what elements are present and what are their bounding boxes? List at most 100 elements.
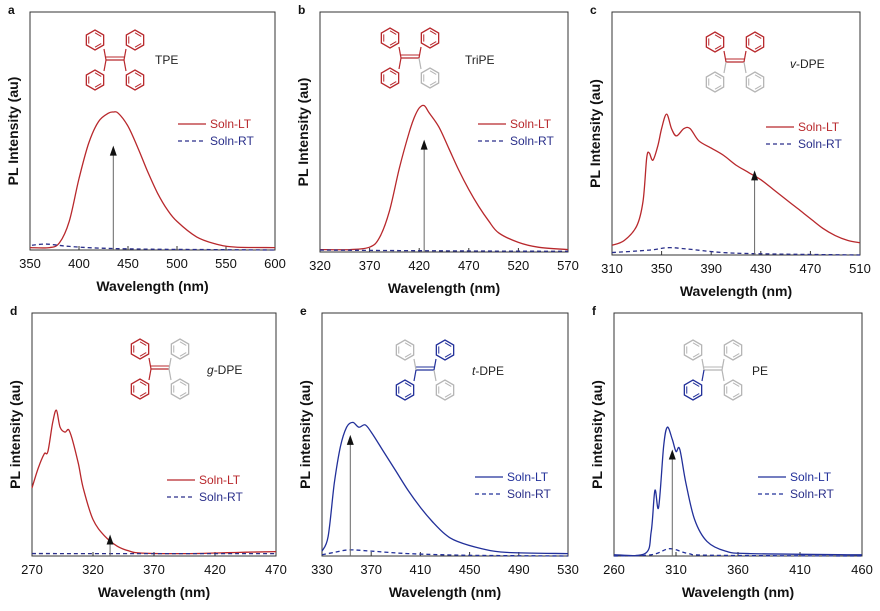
double-bond: [429, 41, 437, 46]
series-soln-rt: [319, 249, 569, 252]
double-bond: [429, 81, 437, 86]
double-bond: [404, 382, 412, 387]
compound-name: PE: [752, 364, 768, 378]
y-axis-label: PL intensity (au): [7, 380, 23, 489]
y-axis-label: PL Intensity (au): [295, 78, 311, 187]
molecule-structure-icon: [705, 31, 765, 93]
x-tick-label: 450: [459, 562, 481, 577]
double-bond: [429, 70, 437, 75]
x-tick-label: 260: [603, 562, 625, 577]
double-bond: [444, 342, 452, 347]
arrow-head-icon: [751, 170, 759, 181]
legend-label: Soln-RT: [790, 487, 834, 501]
benzene-ring: [170, 338, 190, 360]
benzene-ring: [85, 29, 105, 51]
compound-name: TriPE: [465, 53, 495, 67]
panel-e: e 330 370 410 450 490 530 Wavelength (nm) PL int…: [297, 304, 579, 600]
series-soln-rt: [613, 548, 863, 557]
series-soln-rt: [31, 243, 276, 251]
panel-label: e: [300, 304, 307, 318]
double-bond: [692, 393, 700, 398]
ring-bond: [398, 46, 402, 59]
ring-bond: [433, 358, 437, 371]
molecule-structure-icon: [130, 338, 190, 400]
double-bond: [714, 74, 722, 79]
double-bond: [179, 392, 187, 397]
ring-bond: [148, 368, 152, 381]
x-tick-label: 450: [117, 256, 139, 271]
molecule-structure-icon: [683, 339, 743, 401]
panel-label: a: [8, 3, 15, 17]
ring-bond: [721, 358, 725, 371]
ring-bond: [398, 57, 402, 70]
benzene-ring: [420, 27, 440, 49]
x-tick-label: 510: [849, 261, 871, 276]
x-tick-label: 600: [264, 256, 286, 271]
double-bond: [429, 30, 437, 35]
series-soln-lt: [613, 426, 863, 557]
x-tick-label: 520: [508, 258, 530, 273]
compound-prefix: v: [790, 57, 797, 71]
x-axis-label: Wavelength (nm): [96, 278, 208, 294]
double-bond: [139, 341, 147, 346]
ring-bond: [701, 358, 705, 371]
legend-label: Soln-RT: [199, 490, 243, 504]
series-soln-lt: [611, 113, 861, 246]
plot-frame: [29, 11, 276, 251]
double-bond: [404, 393, 412, 398]
compound-suffix: -DPE: [796, 57, 825, 71]
arrow-head-icon: [668, 449, 676, 460]
ring-bond: [148, 357, 152, 370]
legend-label: Soln-LT: [790, 470, 832, 484]
x-axis-label: Wavelength (nm): [388, 280, 500, 296]
x-tick-label: 550: [215, 256, 237, 271]
double-bond: [134, 83, 142, 88]
x-axis-label: Wavelength (nm): [389, 584, 501, 600]
x-axis-label: Wavelength (nm): [680, 283, 792, 299]
plot-frame: [321, 312, 569, 557]
benzene-ring: [395, 379, 415, 401]
panel-label: f: [592, 304, 597, 318]
x-tick-label: 470: [458, 258, 480, 273]
double-bond: [714, 34, 722, 39]
x-tick-label: 410: [410, 562, 432, 577]
double-bond: [94, 43, 102, 48]
legend-label: Soln-RT: [510, 134, 554, 148]
x-tick-label: 270: [21, 562, 43, 577]
benzene-ring: [125, 29, 145, 51]
ring-bond: [103, 48, 107, 61]
compound-suffix: -DPE: [475, 364, 504, 378]
y-axis-label: PL intensity (au): [589, 380, 605, 489]
benzene-ring: [130, 338, 150, 360]
double-bond: [389, 41, 397, 46]
panel-a: a 350 400 450 500 550 600 Wavelength (nm) PL Int…: [5, 3, 286, 294]
legend-label: Soln-LT: [507, 470, 549, 484]
x-tick-label: 330: [311, 562, 333, 577]
legend-label: Soln-LT: [510, 117, 552, 131]
benzene-ring: [85, 69, 105, 91]
x-tick-label: 350: [19, 256, 41, 271]
double-bond: [754, 34, 762, 39]
compound-prefix: g: [207, 363, 214, 377]
x-tick-label: 320: [309, 258, 331, 273]
ring-bond: [123, 48, 127, 61]
x-tick-label: 410: [789, 562, 811, 577]
benzene-ring: [745, 71, 765, 93]
double-bond: [139, 381, 147, 386]
x-tick-label: 370: [360, 562, 382, 577]
benzene-ring: [125, 69, 145, 91]
benzene-ring: [435, 379, 455, 401]
series-soln-lt: [321, 421, 569, 555]
double-bond: [692, 342, 700, 347]
benzene-ring: [420, 67, 440, 89]
double-bond: [444, 393, 452, 398]
x-axis-label: Wavelength (nm): [98, 584, 210, 600]
double-bond: [179, 352, 187, 357]
benzene-ring: [170, 378, 190, 400]
legend-label: Soln-LT: [199, 473, 241, 487]
double-bond: [139, 352, 147, 357]
series-soln-rt: [321, 549, 569, 557]
ring-bond: [413, 369, 417, 382]
series-soln-lt: [319, 104, 569, 251]
